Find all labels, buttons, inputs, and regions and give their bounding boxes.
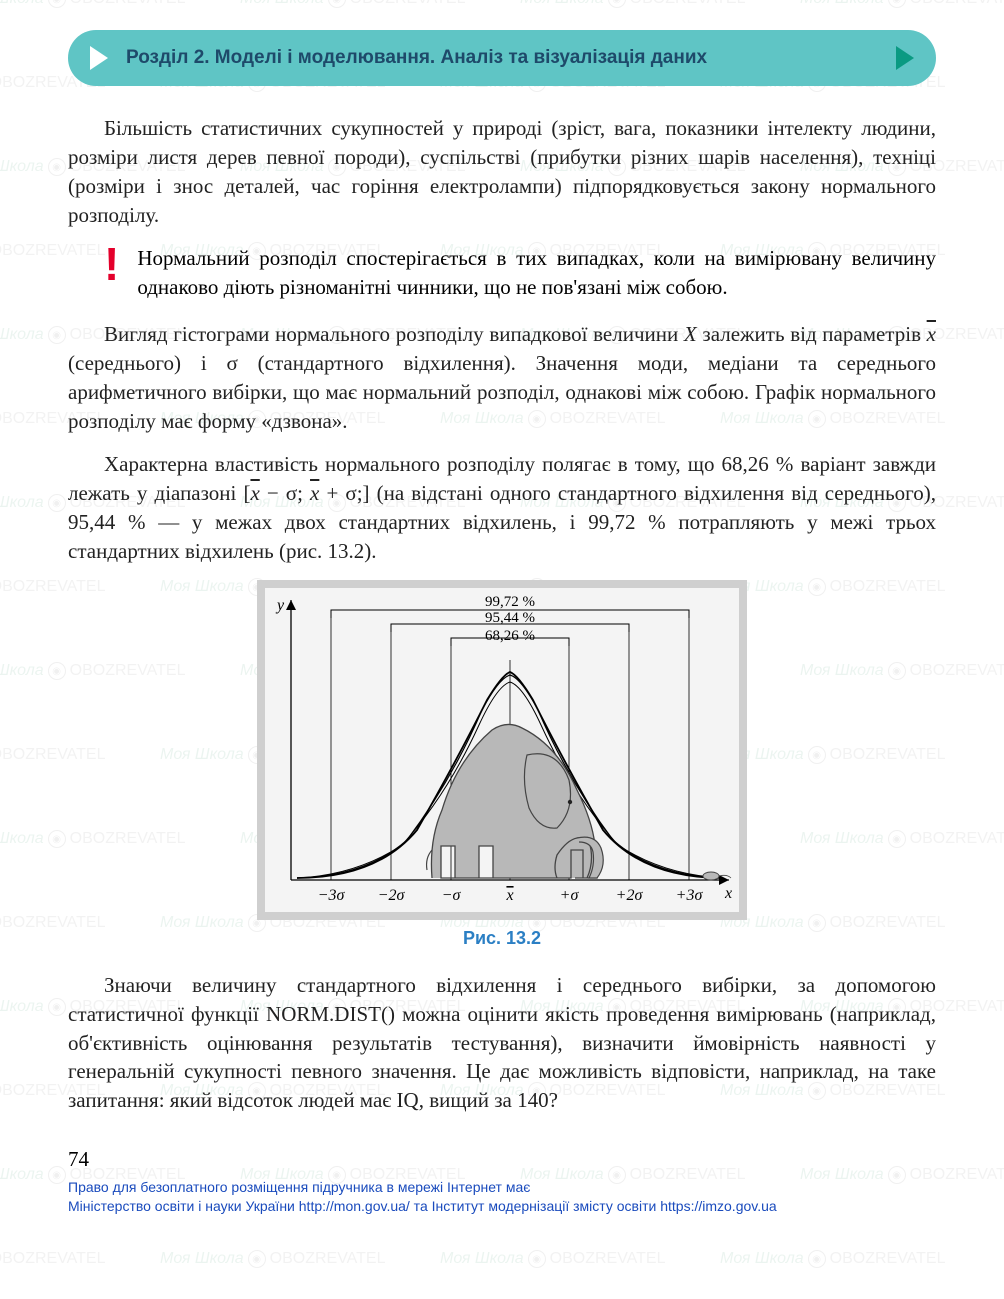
svg-text:−3σ: −3σ (318, 887, 346, 904)
svg-text:−σ: −σ (442, 887, 462, 904)
paragraph-4: Знаючи величину стандартного відхилення … (68, 971, 936, 1116)
triangle-left-icon (90, 46, 108, 70)
svg-text:+σ: +σ (560, 887, 580, 904)
note-text: Нормальний розподіл спостерігається в ти… (137, 244, 936, 302)
imzo-link[interactable]: https://imzo.gov.ua (660, 1198, 776, 1214)
triangle-right-icon (896, 46, 914, 70)
x-axis-label: x (724, 885, 732, 902)
svg-text:x: x (505, 887, 513, 904)
pct-9972: 99,72 % (485, 594, 535, 610)
svg-text:+2σ: +2σ (616, 887, 644, 904)
svg-text:−2σ: −2σ (378, 887, 406, 904)
mon-link[interactable]: http://mon.gov.ua/ (299, 1198, 410, 1214)
section-header: Розділ 2. Моделі і моделювання. Аналіз т… (68, 30, 936, 86)
important-note: ! Нормальний розподіл спостерігається в … (104, 244, 936, 302)
figure-caption: Рис. 13.2 (68, 928, 936, 949)
pct-6826: 68,26 % (485, 628, 535, 644)
svg-text:+3σ: +3σ (676, 887, 704, 904)
section-title: Розділ 2. Моделі і моделювання. Аналіз т… (126, 47, 707, 69)
y-axis-label: y (275, 597, 285, 614)
figure-13-2: y x 99,72 % 95,44 % 68,26 % (257, 580, 747, 920)
exclamation-icon: ! (104, 244, 119, 285)
paragraph-3: Характерна властивість нормального розпо… (68, 450, 936, 566)
paragraph-2: Вигляд гістограми нормального розподілу … (68, 320, 936, 436)
paragraph-1: Більшість статистичних сукупностей у при… (68, 114, 936, 230)
footer-copyright: Право для безоплатного розміщення підруч… (68, 1178, 936, 1216)
page-number: 74 (68, 1147, 936, 1172)
pct-9544: 95,44 % (485, 610, 535, 626)
